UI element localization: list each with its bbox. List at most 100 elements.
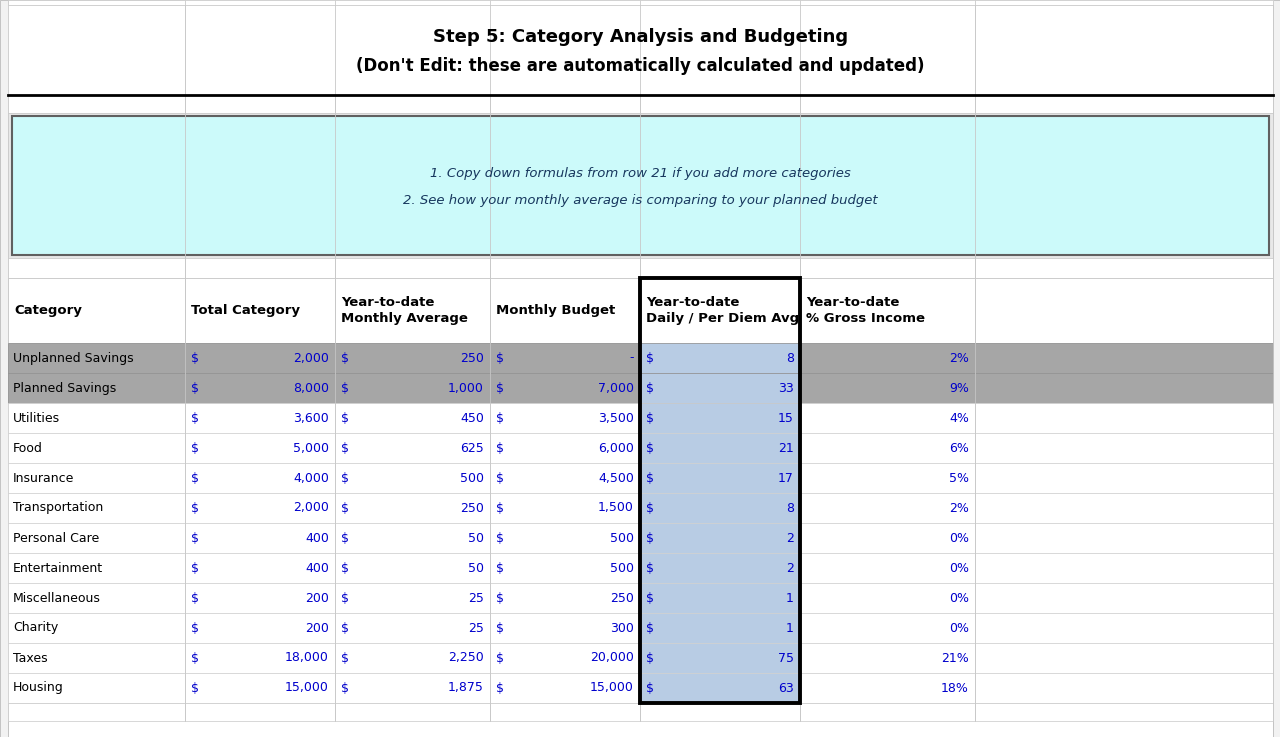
Bar <box>335 403 490 433</box>
Text: 8: 8 <box>786 352 794 365</box>
Bar <box>490 673 640 703</box>
Bar <box>975 0 1274 95</box>
Text: Unplanned Savings: Unplanned Savings <box>13 352 133 365</box>
Bar <box>490 553 640 583</box>
Text: 15: 15 <box>778 411 794 425</box>
Bar <box>800 373 975 403</box>
Bar <box>975 95 1274 113</box>
Bar <box>975 553 1274 583</box>
Bar <box>335 703 490 721</box>
Text: 2. See how your monthly average is comparing to your planned budget: 2. See how your monthly average is compa… <box>403 194 878 206</box>
Bar <box>8 278 186 343</box>
Bar <box>186 583 335 613</box>
Bar <box>640 463 800 493</box>
Bar <box>800 258 975 278</box>
Bar <box>8 553 186 583</box>
Bar <box>800 523 975 553</box>
Bar <box>800 433 975 463</box>
Bar <box>186 433 335 463</box>
Text: $: $ <box>646 592 654 604</box>
Text: $: $ <box>340 472 349 484</box>
Text: Personal Care: Personal Care <box>13 531 100 545</box>
Bar <box>640 373 800 403</box>
Bar <box>8 703 186 721</box>
Text: 200: 200 <box>305 621 329 635</box>
Text: Daily / Per Diem Avg: Daily / Per Diem Avg <box>646 312 799 326</box>
Bar <box>640 95 800 113</box>
Text: 2: 2 <box>786 562 794 575</box>
Text: $: $ <box>191 501 198 514</box>
Text: $: $ <box>191 562 198 575</box>
Text: 400: 400 <box>305 562 329 575</box>
Text: Category: Category <box>14 304 82 317</box>
Bar <box>335 95 490 113</box>
Bar <box>800 643 975 673</box>
Bar <box>8 673 186 703</box>
Bar <box>8 373 186 403</box>
Bar <box>975 113 1274 258</box>
Text: 50: 50 <box>468 531 484 545</box>
Bar <box>8 5 186 95</box>
Text: $: $ <box>646 382 654 394</box>
Bar <box>186 0 335 95</box>
Bar <box>186 553 335 583</box>
Bar <box>8 403 186 433</box>
Text: 25: 25 <box>468 592 484 604</box>
Text: 0%: 0% <box>948 592 969 604</box>
Text: $: $ <box>191 592 198 604</box>
Bar <box>975 343 1274 373</box>
Bar <box>335 373 490 403</box>
Bar <box>975 523 1274 553</box>
Bar <box>800 703 975 721</box>
Text: 15,000: 15,000 <box>285 682 329 694</box>
Bar <box>186 493 335 523</box>
Bar <box>8 583 186 613</box>
Text: 21%: 21% <box>941 652 969 665</box>
Bar <box>975 0 1274 5</box>
Bar <box>335 643 490 673</box>
Bar <box>800 403 975 433</box>
Bar <box>186 0 335 5</box>
Text: 500: 500 <box>611 562 634 575</box>
Text: $: $ <box>646 531 654 545</box>
Bar <box>640 343 800 373</box>
Text: $: $ <box>497 652 504 665</box>
Text: 20,000: 20,000 <box>590 652 634 665</box>
Bar <box>490 703 640 721</box>
Text: $: $ <box>191 621 198 635</box>
Bar <box>335 278 490 343</box>
Bar <box>640 553 800 583</box>
Text: 5,000: 5,000 <box>293 441 329 455</box>
Bar <box>800 95 975 113</box>
Bar <box>186 643 335 673</box>
Bar <box>975 433 1274 463</box>
Bar <box>335 433 490 463</box>
Text: Charity: Charity <box>13 621 59 635</box>
Text: 250: 250 <box>611 592 634 604</box>
Text: 9%: 9% <box>950 382 969 394</box>
Bar <box>8 643 186 673</box>
Text: $: $ <box>191 382 198 394</box>
Bar <box>8 463 186 493</box>
Bar <box>975 703 1274 721</box>
Bar <box>640 278 800 703</box>
Text: $: $ <box>340 382 349 394</box>
Bar <box>186 673 335 703</box>
Text: $: $ <box>497 472 504 484</box>
Bar <box>640 613 800 643</box>
Text: $: $ <box>191 682 198 694</box>
Bar <box>640 583 800 613</box>
Bar <box>335 343 490 373</box>
Text: 8: 8 <box>786 501 794 514</box>
Text: $: $ <box>497 531 504 545</box>
Text: 63: 63 <box>778 682 794 694</box>
Text: Insurance: Insurance <box>13 472 74 484</box>
Text: Step 5: Category Analysis and Budgeting: Step 5: Category Analysis and Budgeting <box>433 27 849 46</box>
Text: $: $ <box>340 411 349 425</box>
Text: $: $ <box>497 501 504 514</box>
Text: 4%: 4% <box>950 411 969 425</box>
Bar <box>490 463 640 493</box>
Text: $: $ <box>646 562 654 575</box>
Text: Taxes: Taxes <box>13 652 47 665</box>
Bar <box>8 523 186 553</box>
